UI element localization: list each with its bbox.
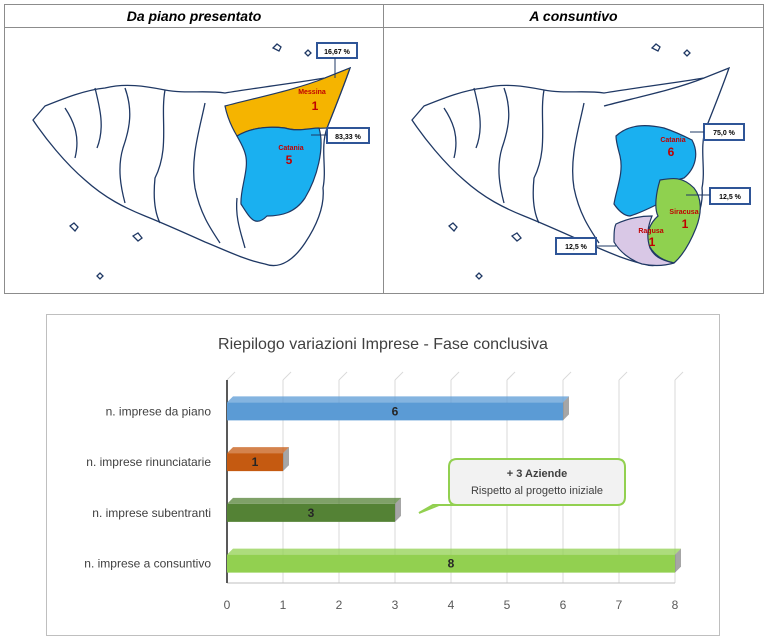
catania-percent: 75,0 % <box>713 130 736 137</box>
category-label: n. imprese a consuntivo <box>84 557 211 571</box>
gridline-depth <box>618 371 628 381</box>
bar-top-face <box>227 497 401 504</box>
x-tick-label: 5 <box>504 598 511 612</box>
catania-label: Catania <box>278 145 303 152</box>
x-tick-label: 1 <box>280 598 287 612</box>
chart-title: Riepilogo variazioni Imprese - Fase conc… <box>218 336 548 353</box>
catania-count: 6 <box>668 145 675 159</box>
final-map-panel: A consuntivo Catania 6 Siracusa <box>384 5 763 293</box>
messina-region <box>224 66 352 137</box>
ragusa-count: 1 <box>649 235 656 249</box>
bar-chart: Riepilogo variazioni Imprese - Fase conc… <box>84 336 684 612</box>
bar-side-face <box>675 548 681 573</box>
category-label: n. imprese subentranti <box>92 506 211 520</box>
siracusa-percent-box <box>709 187 751 205</box>
bar-top-face <box>227 447 289 454</box>
messina-label: Messina <box>298 89 326 96</box>
gridline-depth <box>394 371 404 381</box>
gridline-depth <box>450 371 460 381</box>
planned-sicily-map: Messina 1 Catania 5 16,67 % 83,33 % <box>32 42 370 280</box>
x-tick-label: 3 <box>392 598 399 612</box>
bar-top-face <box>227 396 569 403</box>
bar-top-face <box>227 548 681 555</box>
planned-map-title: Da piano presentato <box>5 5 383 28</box>
siracusa-percent: 12,5 % <box>719 194 742 201</box>
ragusa-percent: 12,5 % <box>565 244 588 251</box>
messina-percent: 16,67 % <box>324 49 350 56</box>
bar <box>227 554 675 573</box>
bar-value-label: 3 <box>308 506 315 520</box>
bar-side-face <box>283 447 289 472</box>
bar-value-label: 6 <box>392 404 399 418</box>
gridline-depth <box>506 371 516 381</box>
siracusa-label: Siracusa <box>669 209 698 216</box>
gridline-depth <box>226 371 236 381</box>
bar <box>227 453 283 472</box>
messina-percent-box <box>316 42 358 59</box>
x-tick-label: 7 <box>616 598 623 612</box>
sicily-outline <box>411 66 731 267</box>
x-tick-label: 8 <box>672 598 679 612</box>
ragusa-label: Ragusa <box>638 228 663 235</box>
maps-comparison-table: Da piano presentato Messina 1 Catania <box>4 4 764 294</box>
gridline-depth <box>562 371 572 381</box>
annotation-text: Rispetto al progetto iniziale <box>471 485 603 497</box>
catania-count: 5 <box>286 153 293 167</box>
category-label: n. imprese rinunciatarie <box>86 455 211 469</box>
bar <box>227 503 395 522</box>
planned-map-panel: Da piano presentato Messina 1 Catania <box>5 5 384 293</box>
bar-value-label: 8 <box>448 557 455 571</box>
catania-percent: 83,33 % <box>335 134 361 141</box>
gridline-depth <box>282 371 292 381</box>
siracusa-count: 1 <box>682 217 689 231</box>
ragusa-region <box>613 215 675 266</box>
x-tick-label: 6 <box>560 598 567 612</box>
final-sicily-map: Catania 6 Siracusa 1 Ragusa 1 75,0 % 12,… <box>411 43 751 280</box>
gridline-depth <box>674 371 684 381</box>
bar-value-label: 1 <box>252 455 259 469</box>
x-tick-label: 2 <box>336 598 343 612</box>
bar <box>227 402 563 421</box>
messina-count: 1 <box>312 99 319 113</box>
bar-side-face <box>563 396 569 421</box>
annotation-callout: + 3 Aziende Rispetto al progetto inizial… <box>418 458 626 514</box>
category-label: n. imprese da piano <box>106 404 212 418</box>
annotation-title: + 3 Aziende <box>507 468 567 480</box>
x-tick-label: 0 <box>224 598 231 612</box>
bar-side-face <box>395 497 401 522</box>
final-map-title: A consuntivo <box>384 5 763 28</box>
x-tick-label: 4 <box>448 598 455 612</box>
catania-region <box>236 126 322 222</box>
sicily-outline <box>32 66 352 267</box>
gridline-depth <box>338 371 348 381</box>
catania-label: Catania <box>660 137 685 144</box>
chart-frame: Riepilogo variazioni Imprese - Fase conc… <box>46 314 720 636</box>
